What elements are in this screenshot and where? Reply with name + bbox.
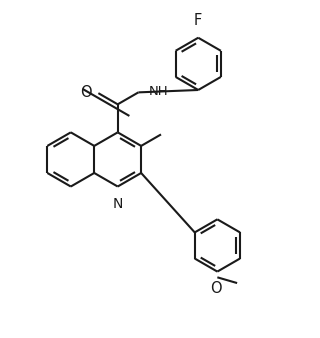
Text: NH: NH	[149, 84, 169, 98]
Text: N: N	[113, 197, 123, 211]
Text: O: O	[80, 85, 92, 100]
Text: O: O	[210, 281, 222, 295]
Text: F: F	[194, 13, 202, 28]
